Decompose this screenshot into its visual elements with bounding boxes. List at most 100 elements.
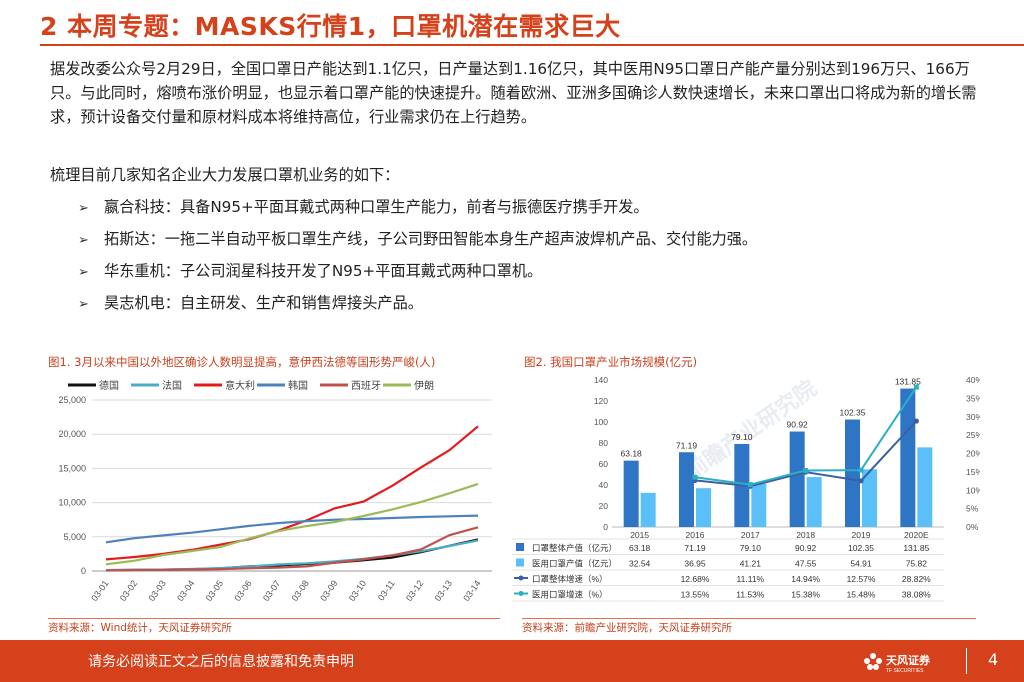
growth-point — [913, 418, 919, 424]
table-cell: 32.54 — [629, 559, 651, 569]
x-tick-label: 2018 — [796, 530, 815, 540]
y-tick-label: 100 — [594, 417, 608, 427]
figure2-source: 资料来源：前瞻产业研究院，天风证券研究所 — [522, 622, 732, 634]
bullet-item: ➢ 昊志机电：自主研发、生产和销售焊接头产品。 — [78, 291, 423, 317]
logo-text: 天风证券 — [886, 653, 931, 667]
table-legend-marker — [518, 575, 524, 581]
table-cell: 47.55 — [795, 559, 817, 569]
growth-point — [692, 474, 698, 480]
y-tick-label: 120 — [594, 396, 608, 406]
bar-total — [679, 452, 694, 527]
legend-label: 意大利 — [225, 379, 255, 392]
table-cell: 63.18 — [629, 543, 651, 553]
table-cell: 79.10 — [740, 543, 762, 553]
x-tick-label: 03-06 — [232, 578, 253, 603]
table-cell: 38.08% — [902, 590, 931, 600]
bar-total-label: 131.85 — [895, 377, 921, 387]
x-tick-label: 03-09 — [318, 578, 339, 603]
table-cell: 54.91 — [850, 559, 872, 569]
footer-divider — [966, 648, 967, 674]
x-tick-label: 03-10 — [347, 578, 368, 603]
table-cell: 131.85 — [903, 543, 929, 553]
bar-total — [900, 388, 916, 527]
table-cell: 28.82% — [902, 574, 931, 584]
x-tick-label: 03-07 — [261, 578, 282, 603]
growth-point — [858, 467, 864, 473]
y-tick-label: 140 — [594, 375, 608, 385]
y-tick-label: 0 — [81, 566, 86, 576]
bar-medical — [751, 483, 767, 527]
table-cell: 15.48% — [847, 590, 876, 600]
y2-tick-label: 30% — [966, 412, 980, 422]
logo-subtext: TF SECURITIES — [886, 668, 924, 674]
table-cell: 11.53% — [736, 590, 765, 600]
series-line — [105, 514, 479, 544]
x-tick-label: 03-08 — [290, 578, 311, 603]
bar-total-label: 71.19 — [676, 440, 698, 450]
bar-medical — [640, 492, 656, 527]
table-cell: 90.92 — [795, 543, 817, 553]
arrow-bullet-icon: ➢ — [78, 201, 89, 216]
x-tick-label: 03-03 — [146, 578, 167, 603]
table-cell: 14.94% — [791, 574, 820, 584]
growth-point — [747, 482, 753, 488]
disclaimer-link[interactable]: 请务必阅读正文之后的信息披露和免责申明 — [88, 654, 354, 670]
growth-point — [913, 384, 919, 390]
x-tick-label: 2015 — [630, 530, 649, 540]
table-cell: 12.68% — [681, 574, 710, 584]
figure1-source: 资料来源：Wind统计，天风证券研究所 — [48, 622, 232, 634]
y2-tick-label: 10% — [966, 485, 980, 495]
series-line — [105, 526, 479, 572]
table-cell: 41.21 — [740, 559, 762, 569]
growth-point — [858, 478, 864, 484]
y2-tick-label: 25% — [966, 430, 980, 440]
y2-tick-label: 20% — [966, 449, 980, 459]
table-cell: 11.11% — [737, 574, 765, 584]
y2-tick-label: 40% — [966, 375, 980, 385]
x-tick-label: 03-11 — [376, 578, 397, 602]
bullet-item: ➢ 嬴合科技：具备N95+平面耳戴式两种口罩生产能力，前者与振德医疗携手开发。 — [78, 195, 649, 221]
table-series-label: 口罩整体产值（亿元） — [532, 543, 617, 553]
y-tick-label: 0 — [603, 522, 608, 532]
table-series-label: 医用口罩产值（亿元） — [532, 559, 617, 569]
tf-securities-logo: 天风证券 TF SECURITIES — [864, 653, 931, 674]
page-number: 4 — [988, 650, 999, 669]
y-tick-label: 25,000 — [58, 395, 86, 405]
y-tick-label: 60 — [599, 459, 609, 469]
x-tick-label: 2020E — [904, 530, 929, 540]
growth-point — [803, 467, 809, 473]
series-line — [105, 482, 479, 566]
bar-total — [789, 431, 805, 527]
y2-tick-label: 5% — [966, 504, 979, 514]
legend-label: 伊朗 — [414, 380, 434, 392]
x-tick-label: 03-13 — [433, 578, 454, 603]
arrow-bullet-icon: ➢ — [78, 265, 89, 280]
x-tick-label: 2019 — [852, 530, 871, 540]
bar-total-label: 90.92 — [787, 420, 809, 430]
arrow-bullet-icon: ➢ — [78, 233, 89, 248]
x-tick-label: 03-04 — [175, 578, 196, 603]
bullet-text: 拓斯达：一拖二半自动平板口罩生产线，子公司野田智能本身生产超声波焊机产品、交付能… — [104, 230, 758, 248]
arrow-bullet-icon: ➢ — [78, 297, 89, 312]
mask-market-combo-chart: 前瞻产业研究院0204060801001201400%5%10%15%20%25… — [512, 375, 980, 602]
bullet-text: 华东重机：子公司润星科技开发了N95+平面耳戴式两种口罩机。 — [104, 262, 543, 280]
page-title: 2 本周专题：MASKS行情1，口罩机潜在需求巨大 — [40, 12, 621, 41]
table-cell: 102.35 — [848, 543, 874, 553]
y-tick-label: 80 — [599, 438, 609, 448]
series-line — [105, 425, 479, 561]
bar-total-label: 63.18 — [621, 449, 643, 459]
legend-label: 德国 — [99, 379, 119, 392]
y-tick-label: 40 — [599, 480, 609, 490]
bar-total — [845, 419, 860, 527]
title-underline — [40, 44, 1024, 46]
footer-bar: 请务必阅读正文之后的信息披露和免责申明 天风证券 TF SECURITIES 4 — [0, 640, 1024, 682]
bar-medical — [917, 447, 933, 527]
x-tick-label: 03-02 — [118, 578, 139, 603]
table-cell: 12.57% — [847, 574, 876, 584]
y2-tick-label: 15% — [966, 467, 980, 477]
table-legend-marker — [518, 591, 524, 596]
table-cell: 13.55% — [681, 590, 710, 600]
legend-label: 西班牙 — [351, 380, 381, 392]
table-legend-swatch — [516, 543, 524, 551]
y2-tick-label: 0% — [966, 522, 979, 532]
